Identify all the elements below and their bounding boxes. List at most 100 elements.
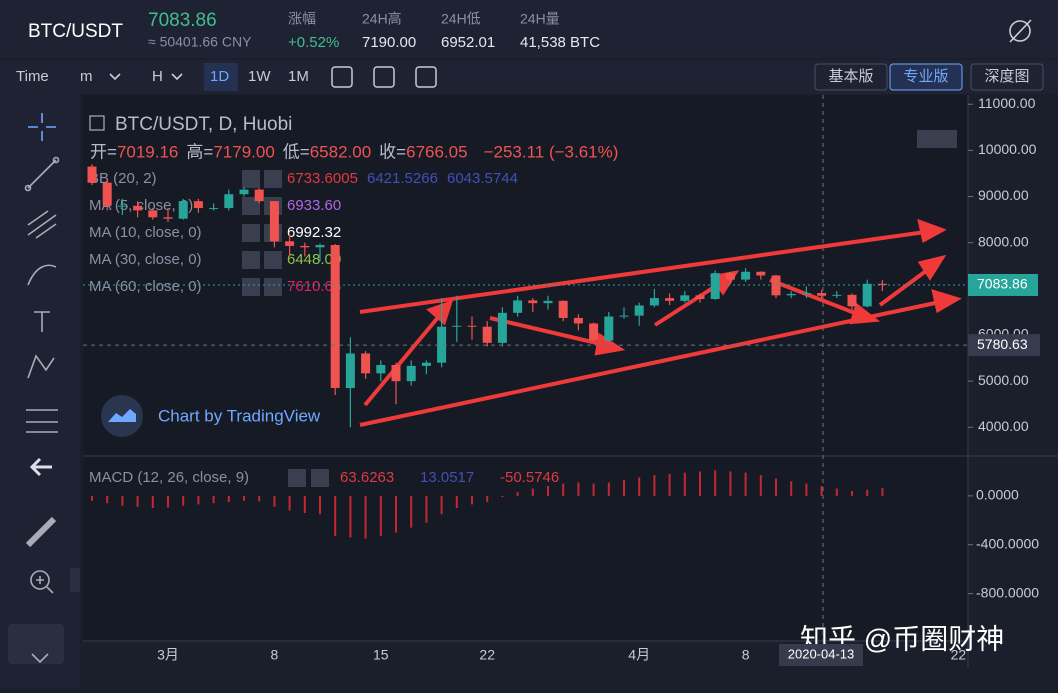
candle-body xyxy=(756,271,766,276)
interval-button[interactable]: 1D xyxy=(210,68,229,85)
candle-body xyxy=(862,283,872,307)
view-button-bg[interactable] xyxy=(889,63,963,91)
stat-value: 6952.01 xyxy=(441,34,495,51)
x-tick-label: 8 xyxy=(271,647,279,663)
tv-watermark: Chart by TradingView xyxy=(158,406,321,425)
candle-body xyxy=(254,189,264,202)
macd-bar xyxy=(212,495,215,504)
tool-column xyxy=(0,94,80,688)
candle-body xyxy=(345,353,355,389)
macd-bar xyxy=(531,488,534,496)
candle-body xyxy=(710,273,720,299)
macd-bar xyxy=(288,495,291,511)
candle-body xyxy=(209,208,219,210)
macd-bar xyxy=(516,492,519,496)
macd-bar xyxy=(683,472,686,496)
candle-body xyxy=(437,326,447,363)
settings-icon[interactable] xyxy=(1009,19,1032,43)
candle-body xyxy=(163,217,173,219)
stat-label: 24H高 xyxy=(362,11,402,27)
candle-body xyxy=(801,293,811,294)
macd-bar xyxy=(775,478,777,496)
indicator-value: 6992.32 xyxy=(287,224,341,241)
candle-body xyxy=(391,365,401,382)
macd-bar xyxy=(759,475,762,496)
macd-bar xyxy=(881,488,884,496)
tool-icons[interactable] xyxy=(8,113,64,664)
macd-bar xyxy=(395,495,397,533)
ohlc-label: 低= xyxy=(283,142,310,161)
last-price-label: 7083.86 xyxy=(977,276,1028,292)
indicator-settings[interactable] xyxy=(242,170,260,188)
candle-body xyxy=(680,295,690,301)
macd-bar xyxy=(638,477,641,496)
ohlc-label: 高= xyxy=(186,142,213,161)
macd-close[interactable] xyxy=(311,469,329,487)
interval-button[interactable]: Time xyxy=(16,68,49,85)
candle-body xyxy=(771,275,781,296)
candle-body xyxy=(832,294,842,296)
indicator-close[interactable] xyxy=(264,251,282,269)
macd-bar xyxy=(258,495,261,502)
tool-button[interactable] xyxy=(373,66,395,88)
interval-button[interactable]: 1W xyxy=(248,68,271,85)
candle-body xyxy=(239,189,249,195)
symbol: BTC/USDT xyxy=(28,21,123,42)
view-button-bg[interactable] xyxy=(970,63,1044,91)
tool-button[interactable] xyxy=(415,66,437,88)
interval-button[interactable]: 1M xyxy=(288,68,309,85)
view-button[interactable]: 深度图 xyxy=(984,68,1029,85)
candle-body xyxy=(178,201,188,219)
ohlc-value: 6766.05 xyxy=(406,142,467,161)
macd-bar xyxy=(167,495,169,508)
collapse-legend[interactable] xyxy=(89,115,105,131)
y-tick-label: 5000.00 xyxy=(978,372,1029,388)
macd-bar xyxy=(607,482,610,496)
candle-body xyxy=(497,312,507,343)
indicator-settings[interactable] xyxy=(242,278,260,296)
macd-bar xyxy=(668,473,671,496)
indicator-settings[interactable] xyxy=(242,224,260,242)
dropdown-caret xyxy=(109,73,121,81)
macd-bar xyxy=(273,495,276,507)
y-tick-label: 8000.00 xyxy=(978,233,1029,249)
macd-bar xyxy=(197,495,200,505)
indicator-settings[interactable] xyxy=(242,197,260,215)
stat-value: 41,538 BTC xyxy=(520,34,600,51)
indicator-close[interactable] xyxy=(264,170,282,188)
macd-bar xyxy=(866,489,869,496)
y-tick-label: 11000.00 xyxy=(978,95,1036,111)
crosshair-date: 2020-04-13 xyxy=(788,646,855,661)
collapse-handle[interactable] xyxy=(70,568,80,592)
view-button[interactable]: 专业版 xyxy=(903,68,948,85)
ohlc-value: 7019.16 xyxy=(117,142,178,161)
scale-buttons[interactable] xyxy=(917,130,957,148)
macd-bar xyxy=(425,495,428,523)
candle-body xyxy=(117,205,127,207)
view-button[interactable]: 基本版 xyxy=(828,68,873,85)
stat-value: +0.52% xyxy=(288,34,339,51)
indicator-name: MA (5, close, 0) xyxy=(89,197,193,214)
interval-button[interactable]: m xyxy=(80,68,93,85)
view-button-bg[interactable] xyxy=(814,63,888,91)
candle-body xyxy=(269,201,279,242)
x-tick-label: 4月 xyxy=(628,647,650,663)
macd-bar xyxy=(623,479,625,496)
indicator-close[interactable] xyxy=(264,278,282,296)
candle-body xyxy=(619,315,629,317)
tool-button[interactable] xyxy=(331,66,353,88)
indicator-settings[interactable] xyxy=(242,251,260,269)
chart-pane xyxy=(83,95,968,640)
candle-body xyxy=(148,210,158,218)
stat-label: 24H量 xyxy=(520,11,560,27)
candle-body xyxy=(361,353,371,374)
last-price-box xyxy=(968,273,1038,296)
x-tick-label: 8 xyxy=(742,647,750,663)
macd-bar xyxy=(243,495,245,501)
macd-settings[interactable] xyxy=(288,469,306,487)
candle-body xyxy=(193,201,203,209)
macd-bar xyxy=(151,495,154,509)
annotation-arrows xyxy=(359,218,962,427)
macd-bar xyxy=(805,483,808,496)
interval-button[interactable]: H xyxy=(152,68,163,85)
